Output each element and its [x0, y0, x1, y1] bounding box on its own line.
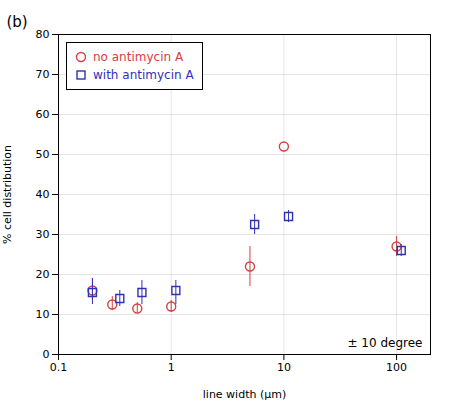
svg-text:70: 70 — [36, 68, 50, 81]
svg-text:line width (μm): line width (μm) — [203, 388, 286, 401]
svg-text:10: 10 — [36, 308, 50, 321]
svg-text:± 10 degree: ± 10 degree — [347, 336, 422, 350]
svg-text:(b): (b) — [7, 13, 28, 31]
svg-text:60: 60 — [36, 108, 50, 121]
svg-text:% cell distribution: % cell distribution — [1, 145, 14, 244]
html-text:no antimycin A: no antimycin A — [93, 50, 184, 64]
svg-text:100: 100 — [386, 361, 407, 374]
svg-text:1: 1 — [168, 361, 175, 374]
svg-text:50: 50 — [36, 148, 50, 161]
svg-text:30: 30 — [36, 228, 50, 241]
html-text:with antimycin A: with antimycin A — [93, 68, 194, 82]
svg-text:10: 10 — [277, 361, 291, 374]
svg-text:0.1: 0.1 — [50, 361, 68, 374]
svg-text:20: 20 — [36, 268, 50, 281]
svg-text:40: 40 — [36, 188, 50, 201]
svg-text:0: 0 — [43, 348, 50, 361]
svg-text:80: 80 — [36, 28, 50, 41]
